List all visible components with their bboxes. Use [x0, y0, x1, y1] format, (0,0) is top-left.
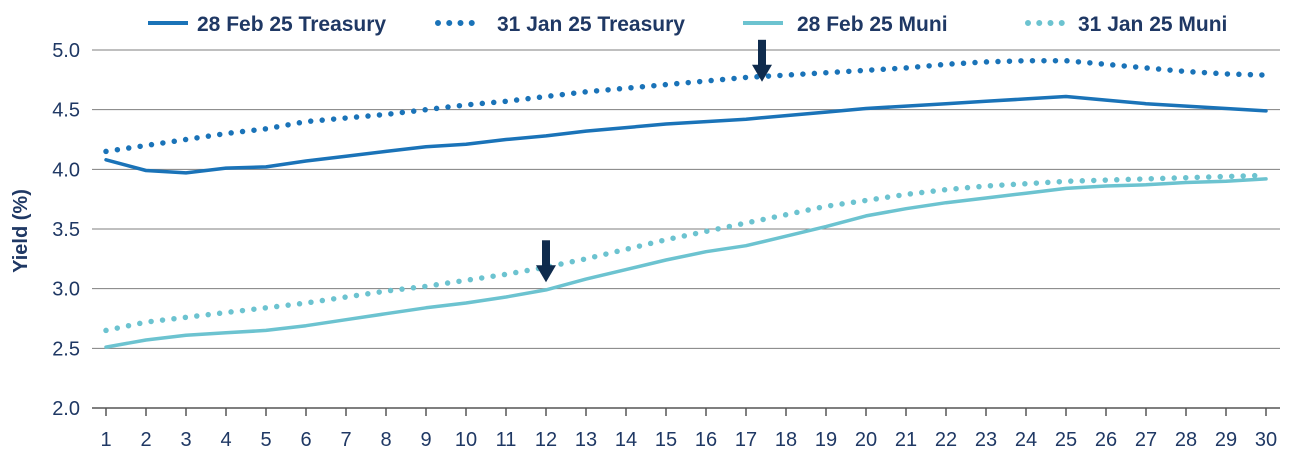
series-line-31-jan-25-treasury [103, 57, 1269, 155]
legend-item: 28 Feb 25 Muni [743, 13, 948, 36]
series-line-28-feb-25-muni [104, 177, 1268, 349]
x-tick-label: 5 [260, 429, 271, 451]
x-tick-label: 27 [1135, 429, 1157, 451]
x-tick-label: 26 [1095, 429, 1117, 451]
x-tick-label: 23 [975, 429, 997, 451]
grid-layer [92, 49, 1280, 349]
y-tick-label: 2.5 [52, 338, 80, 360]
arrow-shaft [758, 39, 766, 66]
series-layer [103, 57, 1269, 349]
x-tick-label: 8 [380, 429, 391, 451]
arrow-head [536, 265, 556, 283]
arrow-shaft [542, 240, 550, 267]
y-tick-label: 2.0 [52, 398, 80, 420]
legend-item: 31 Jan 25 Muni [1025, 13, 1227, 36]
x-tick-label: 28 [1175, 429, 1197, 451]
x-tick-label: 12 [535, 429, 557, 451]
x-tick-label: 21 [895, 429, 917, 451]
x-tick-label: 16 [695, 429, 717, 451]
x-tick-label: 30 [1255, 429, 1277, 451]
x-tick-label: 4 [220, 429, 231, 451]
x-tick-label: 2 [140, 429, 151, 451]
axis-layer: 2.02.53.03.54.04.55.01 2 3 4 5 6 7 8 9 10 11 12 13 14… [52, 40, 1280, 451]
x-tick-label: 20 [855, 429, 877, 451]
series-line-28-feb-25-treasury [104, 94, 1268, 175]
x-tick-label: 6 [300, 429, 311, 451]
x-tick-label: 17 [735, 429, 757, 451]
legend-label: 31 Jan 25 Muni [1078, 13, 1227, 36]
legend-label: 31 Jan 25 Treasury [497, 13, 685, 36]
legend-label: 28 Feb 25 Muni [797, 13, 948, 36]
legend-item: 31 Jan 25 Treasury [435, 13, 685, 36]
y-tick-label: 3.0 [52, 279, 80, 301]
x-tick-label: 18 [775, 429, 797, 451]
y-tick-label: 4.0 [52, 159, 80, 181]
annotation-layer [536, 39, 772, 283]
arrow-head [752, 64, 772, 82]
legend-item: 28 Feb 25 Treasury [148, 13, 386, 36]
x-tick-label: 11 [496, 429, 517, 451]
x-tick-label: 25 [1055, 429, 1077, 451]
x-tick-label: 15 [655, 429, 677, 451]
x-tick-label: 14 [615, 429, 637, 451]
x-tick-label: 7 [340, 429, 351, 451]
y-tick-label: 5.0 [52, 40, 80, 62]
legend: 28 Feb 25 Treasury 31 Jan 25 Treasury 28 F… [148, 13, 1227, 36]
y-axis-title: Yield (%) [10, 189, 32, 273]
x-tick-label: 9 [420, 429, 431, 451]
y-tick-label: 4.5 [52, 100, 80, 122]
down-arrow-icon [536, 240, 556, 283]
down-arrow-icon [752, 39, 772, 82]
x-tick-label: 19 [815, 429, 837, 451]
x-tick-label: 22 [935, 429, 957, 451]
x-tick-label: 29 [1215, 429, 1237, 451]
x-tick-label: 10 [455, 429, 477, 451]
x-tick-label: 3 [180, 429, 191, 451]
x-tick-label: 24 [1015, 429, 1037, 451]
legend-label: 28 Feb 25 Treasury [197, 13, 386, 36]
x-tick-label: 13 [575, 429, 597, 451]
series-line-31-jan-25-muni [103, 172, 1269, 334]
y-tick-label: 3.5 [52, 219, 80, 241]
x-tick-label: 1 [100, 429, 111, 451]
